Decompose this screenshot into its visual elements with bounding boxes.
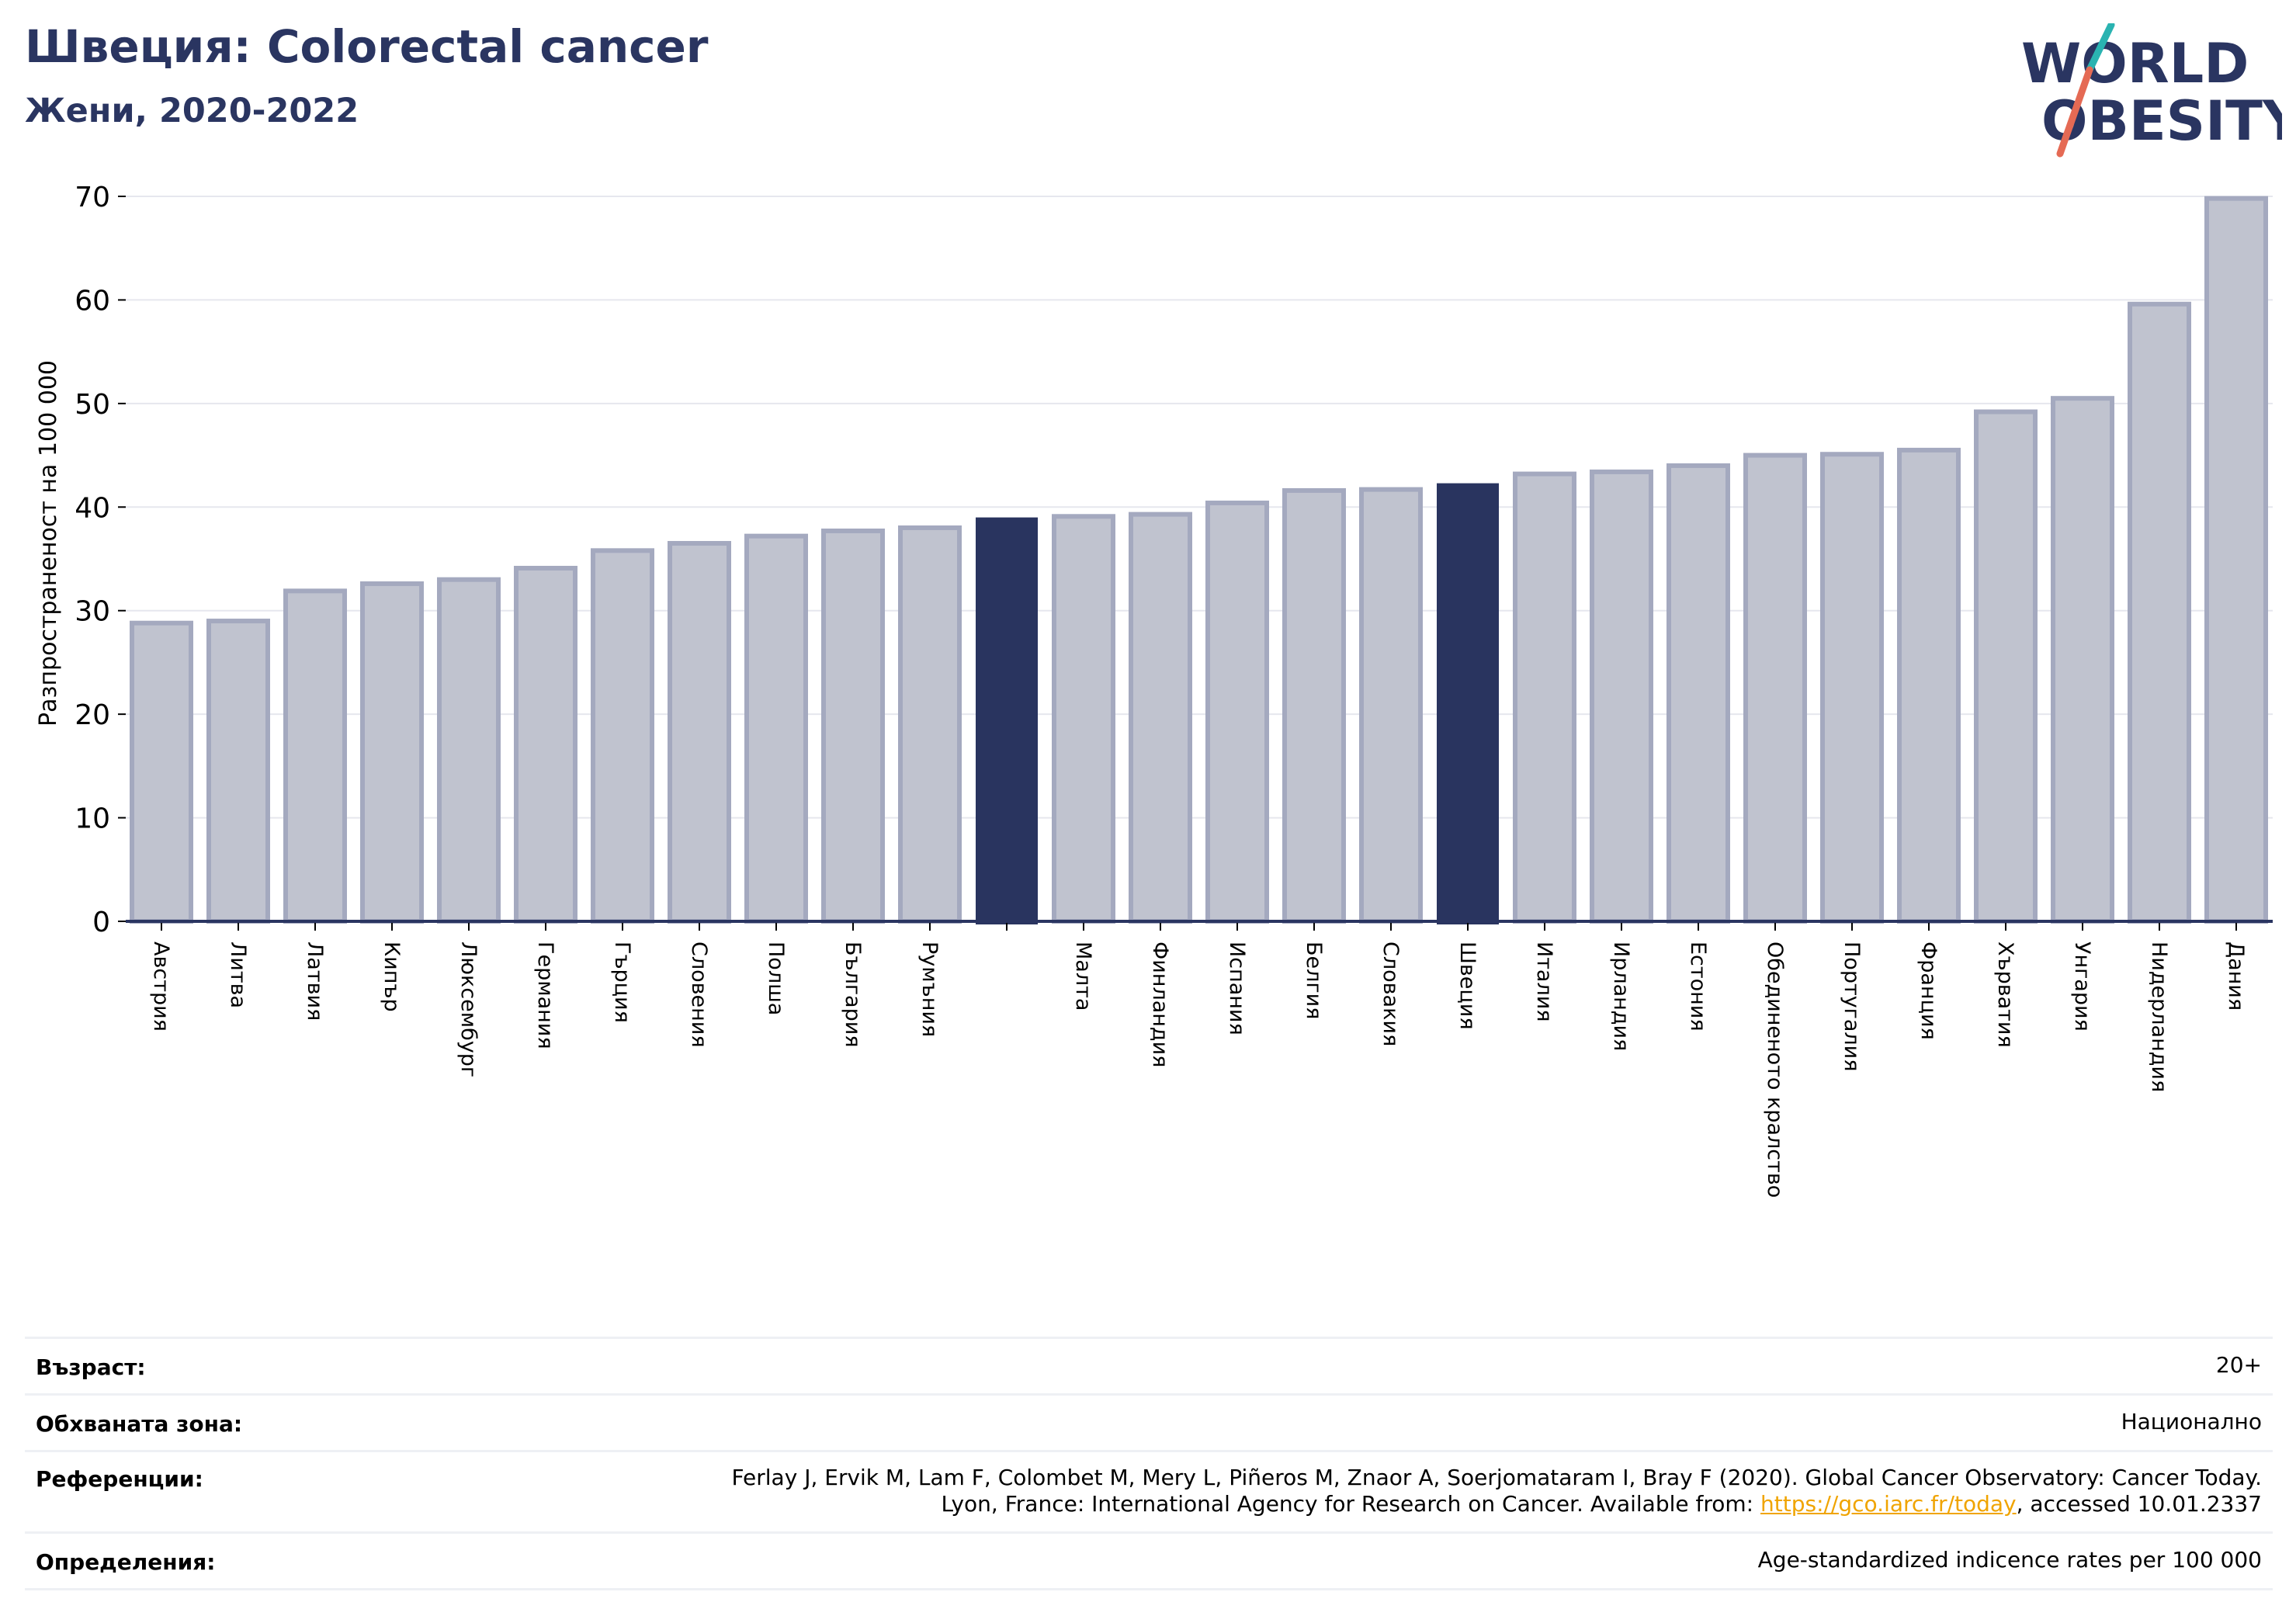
x-tick-label: Дания bbox=[2224, 942, 2248, 1011]
x-tick-label: Франция bbox=[1916, 942, 1941, 1040]
x-tick-label: Литва bbox=[226, 942, 250, 1008]
x-tick-label: Унгария bbox=[2070, 942, 2094, 1032]
y-tick-label: 30 bbox=[75, 596, 110, 628]
bar bbox=[1667, 463, 1730, 924]
bar bbox=[2204, 196, 2268, 924]
bar bbox=[206, 619, 270, 924]
x-tick-label: Австрия bbox=[149, 942, 173, 1032]
bar bbox=[668, 540, 731, 924]
bar bbox=[130, 620, 193, 924]
x-tick-label: Испания bbox=[1225, 942, 1249, 1035]
bar bbox=[2051, 396, 2114, 924]
bar bbox=[1052, 514, 1115, 924]
chart-title: Швеция: Colorectal cancer bbox=[25, 20, 709, 73]
y-tick-label: 10 bbox=[75, 803, 110, 835]
bar bbox=[1282, 487, 1346, 924]
x-tick-label: Белгия bbox=[1302, 942, 1326, 1019]
bar bbox=[1974, 409, 2038, 924]
x-tick-label: България bbox=[841, 942, 865, 1048]
reference-link[interactable]: https://gco.iarc.fr/today bbox=[1760, 1491, 2017, 1517]
meta-key-coverage: Обхваната зона: bbox=[36, 1411, 243, 1437]
bar bbox=[744, 533, 808, 924]
bar bbox=[437, 577, 501, 924]
bar bbox=[1743, 453, 1807, 924]
bar bbox=[1129, 512, 1192, 924]
meta-key-definitions: Определения: bbox=[36, 1549, 216, 1575]
x-tick-label: Словакия bbox=[1379, 942, 1403, 1046]
reference-line2-pre: Lyon, France: International Agency for R… bbox=[941, 1491, 1760, 1517]
x-tick-label: Полша bbox=[764, 942, 788, 1015]
label-layer: Австрия Литва Латвия Кипър Люксембург Германи… bbox=[149, 942, 2248, 1198]
x-tick-label: Обединеното кралство bbox=[1763, 942, 1787, 1198]
meta-row-definitions: Определения: Age-standardized indicence … bbox=[25, 1531, 2273, 1590]
y-tick-label: 0 bbox=[92, 907, 110, 938]
x-tick-label: Финландия bbox=[1148, 942, 1172, 1067]
x-tick-label: Хърватия bbox=[1993, 942, 2017, 1048]
bar bbox=[591, 548, 654, 924]
world-obesity-logo: WORLD OBESITY bbox=[2021, 23, 2282, 158]
reference-line1: Ferlay J, Ervik M, Lam F, Colombet M, Me… bbox=[731, 1465, 2262, 1490]
bar-layer bbox=[130, 196, 2268, 924]
y-tick-label: 50 bbox=[75, 389, 110, 421]
meta-value-coverage: Национално bbox=[2121, 1409, 2262, 1434]
x-tick-label: Швеция bbox=[1455, 942, 1479, 1030]
x-tick-label: Гърция bbox=[610, 942, 634, 1023]
x-tick-label: Малта bbox=[1071, 942, 1095, 1011]
bar bbox=[360, 581, 424, 924]
meta-row-age: Възраст: 20+ bbox=[25, 1337, 2273, 1393]
metadata-table: Възраст: 20+ Обхваната зона: Национално … bbox=[25, 1337, 2273, 1590]
bar bbox=[1205, 500, 1269, 924]
reference-line2: Lyon, France: International Agency for R… bbox=[477, 1491, 2262, 1517]
y-tick-label: 70 bbox=[75, 182, 110, 213]
bar bbox=[2128, 301, 2191, 924]
bar bbox=[1513, 471, 1576, 924]
y-tick-label: 60 bbox=[75, 285, 110, 317]
bar bbox=[821, 528, 885, 924]
logo-slash-teal bbox=[2086, 23, 2115, 74]
x-tick-label: Люксембург bbox=[456, 942, 480, 1077]
x-tick-label: Естония bbox=[1686, 942, 1710, 1032]
x-tick-label: Ирландия bbox=[1609, 942, 1633, 1051]
meta-value-age: 20+ bbox=[2215, 1352, 2262, 1378]
bar bbox=[898, 525, 962, 924]
meta-value-references: Ferlay J, Ervik M, Lam F, Colombet M, Me… bbox=[477, 1465, 2262, 1517]
y-tick-label: 40 bbox=[75, 492, 110, 524]
bar bbox=[1820, 452, 1884, 924]
bar bbox=[514, 566, 577, 924]
chart-subtitle: Жени, 2020-2022 bbox=[25, 92, 359, 130]
meta-key-age: Възраст: bbox=[36, 1354, 146, 1380]
bar bbox=[283, 588, 347, 924]
bar bbox=[1359, 487, 1423, 924]
axis-layer: 0 10 20 30 40 50 60 70 bbox=[75, 182, 2273, 938]
bar-highlighted bbox=[1437, 483, 1499, 924]
x-tick-label: Кипър bbox=[380, 942, 404, 1012]
x-tick-label: Румъния bbox=[917, 942, 942, 1037]
meta-key-references: Референции: bbox=[36, 1466, 203, 1492]
bar bbox=[1897, 447, 1961, 924]
x-tick-label: Латвия bbox=[303, 942, 327, 1021]
logo-slash-red bbox=[2056, 66, 2093, 158]
y-tick-label: 20 bbox=[75, 699, 110, 731]
reference-line2-post: , accessed 10.01.2337 bbox=[2016, 1491, 2262, 1517]
bar-chart: 0 10 20 30 40 50 60 70 Австрия Литва Латвия Кипър Л… bbox=[35, 182, 2273, 1198]
meta-row-coverage: Обхваната зона: Национално bbox=[25, 1393, 2273, 1450]
logo-line1: WORLD bbox=[2021, 32, 2249, 95]
meta-value-definitions: Age-standardized indicence rates per 100… bbox=[1757, 1547, 2262, 1573]
y-axis-label: Разпространеност на 100 000 bbox=[35, 360, 62, 727]
x-tick-label: Нидерландия bbox=[2147, 942, 2171, 1092]
bar bbox=[1590, 469, 1653, 924]
x-tick-label: Германия bbox=[533, 942, 557, 1049]
x-tick-label: Словения bbox=[687, 942, 711, 1048]
x-tick-label: Италия bbox=[1532, 942, 1556, 1022]
x-tick-label: Португалия bbox=[1840, 942, 1864, 1071]
bar-highlighted bbox=[976, 517, 1038, 924]
meta-row-references: Референции: Ferlay J, Ervik M, Lam F, Co… bbox=[25, 1450, 2273, 1531]
